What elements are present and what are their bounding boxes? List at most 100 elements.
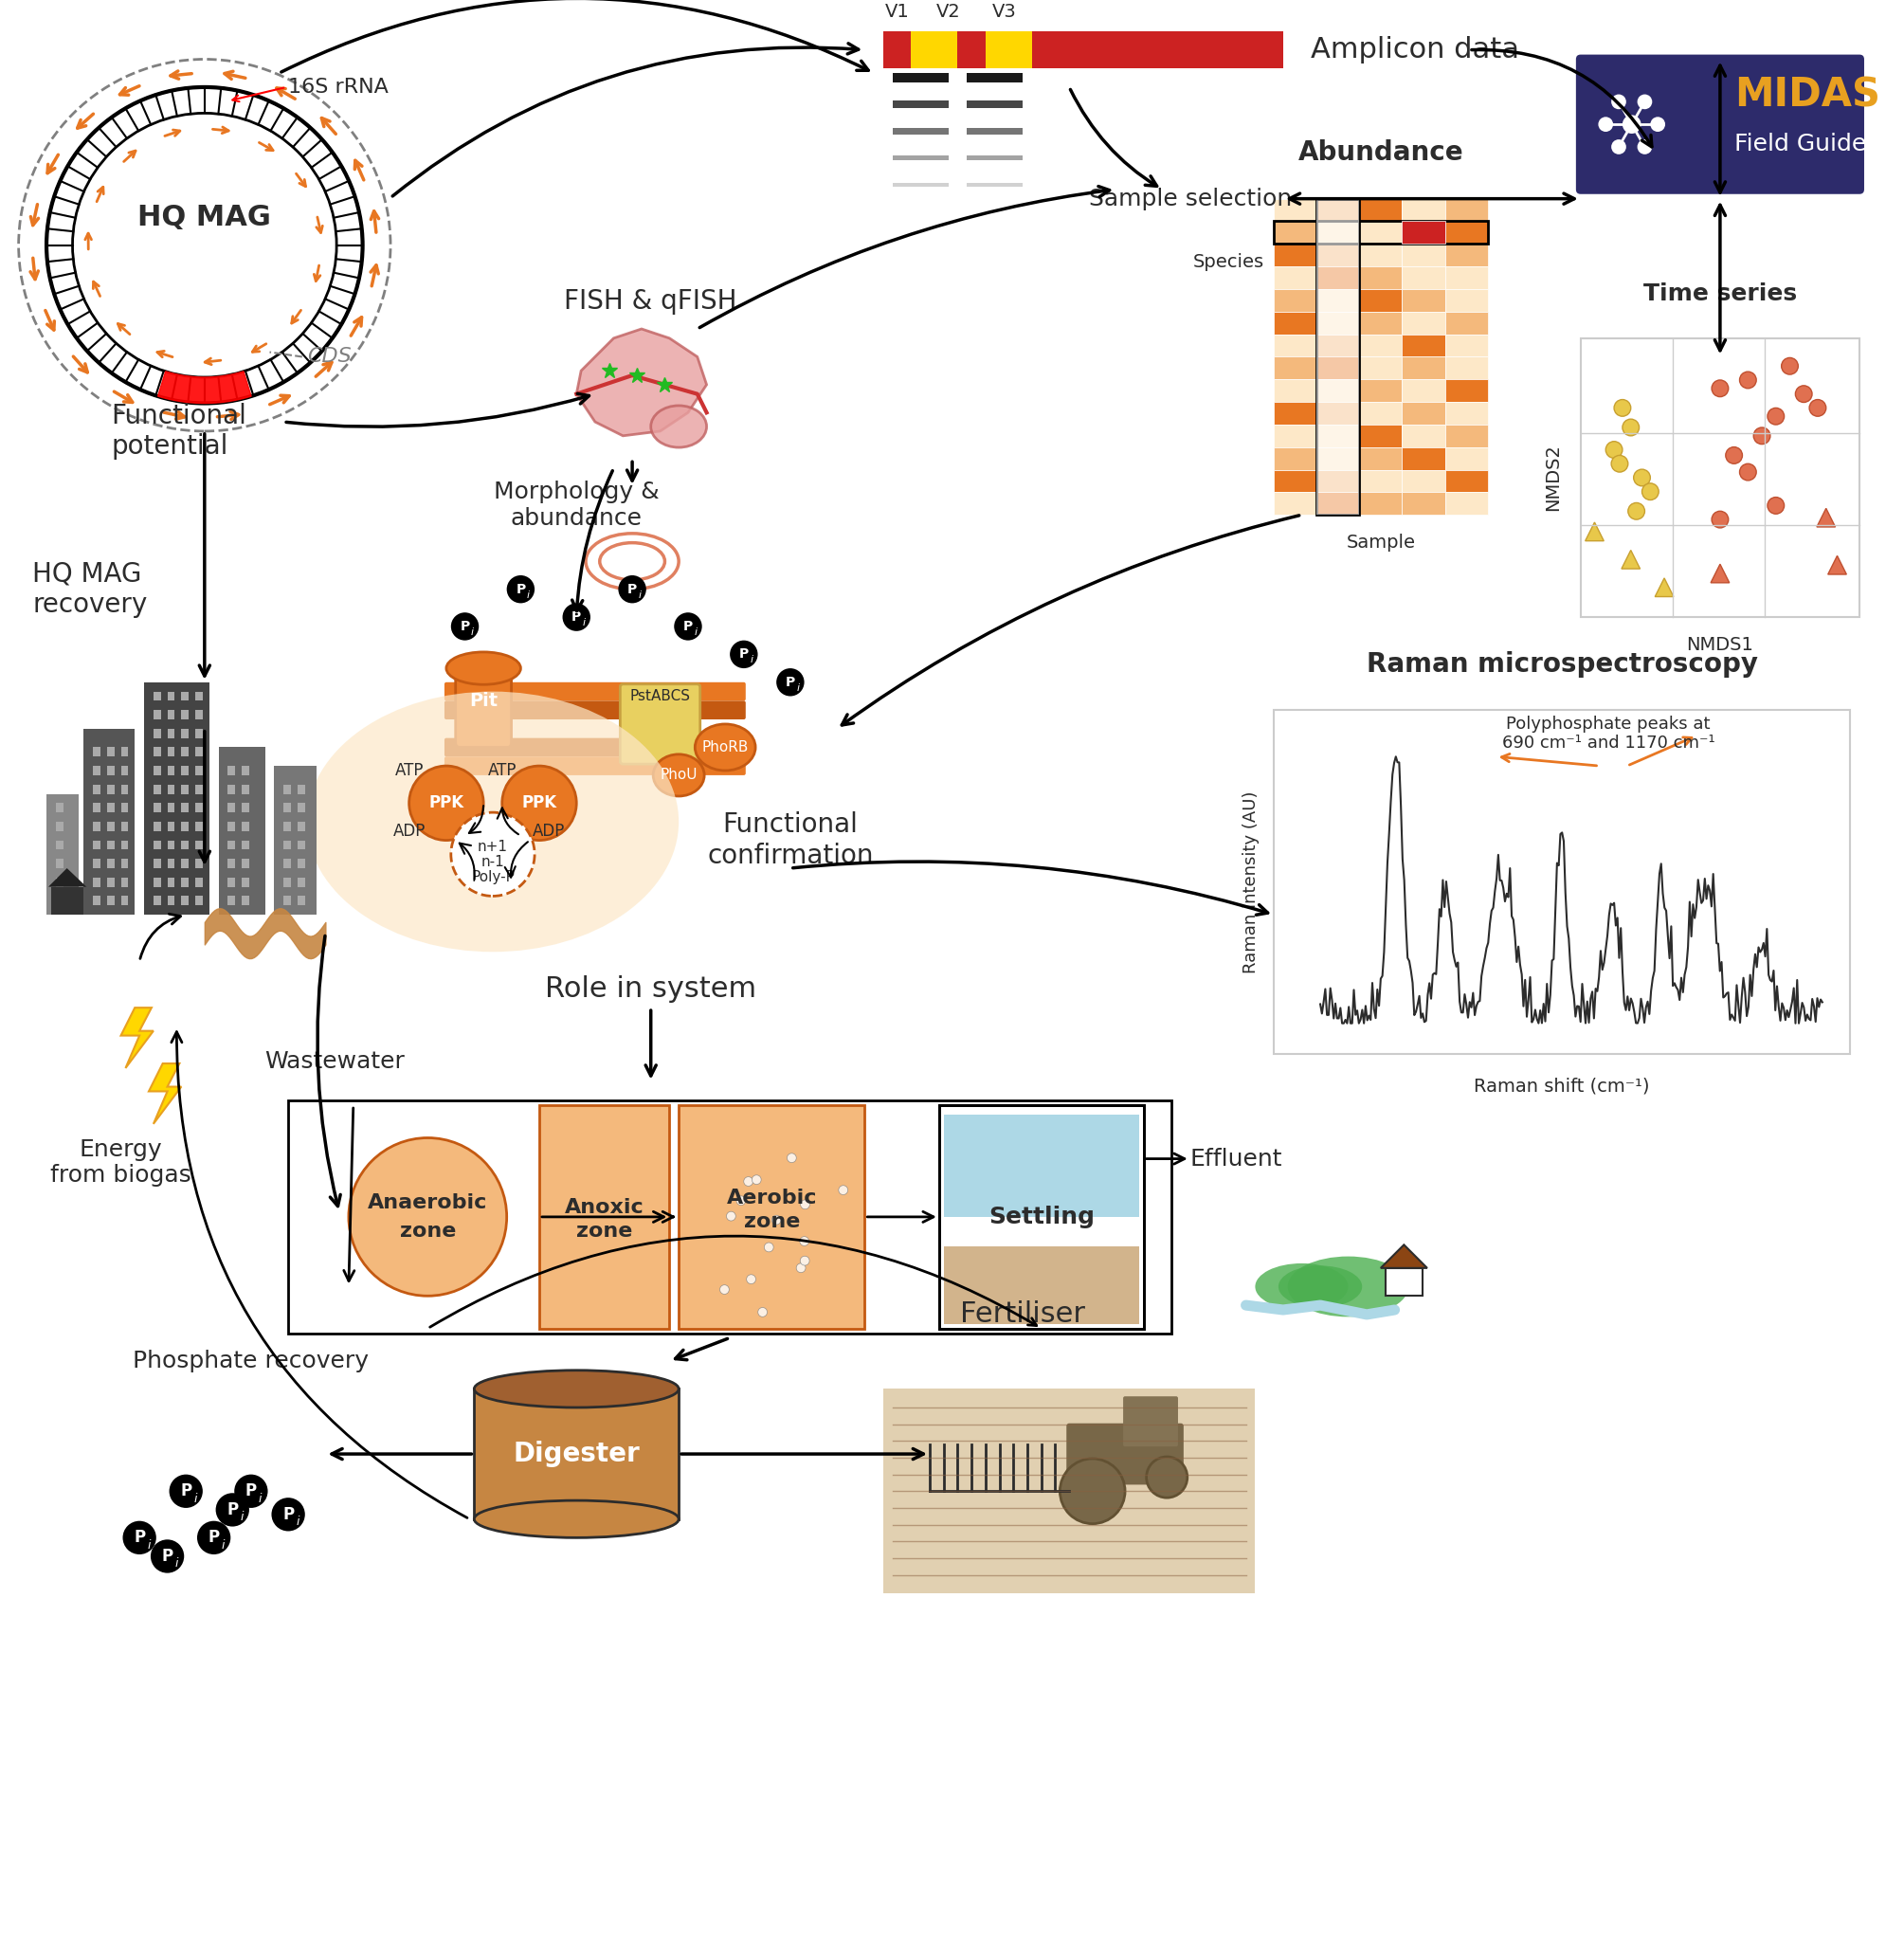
Bar [107, 802, 114, 812]
Bar [1401, 447, 1445, 470]
Bar [1401, 402, 1445, 424]
Bar [154, 878, 160, 886]
Polygon shape [948, 1259, 1135, 1323]
Text: PPK: PPK [428, 795, 465, 812]
Bar [1401, 470, 1445, 492]
Bar [93, 802, 101, 812]
Bar [181, 785, 188, 795]
Bar [297, 802, 305, 812]
Text: P: P [162, 1549, 173, 1564]
Ellipse shape [446, 653, 520, 684]
Circle shape [198, 1521, 230, 1554]
Bar [1274, 492, 1316, 515]
Bar [120, 896, 128, 905]
Bar [168, 859, 175, 869]
Text: Energy
from biogas: Energy from biogas [50, 1139, 192, 1187]
Bar [1316, 290, 1359, 311]
Text: Phosphate recovery: Phosphate recovery [133, 1350, 369, 1372]
Bar [107, 748, 114, 756]
Circle shape [1712, 381, 1729, 396]
Text: MIDAS: MIDAS [1735, 76, 1879, 115]
Text: 16S rRNA: 16S rRNA [288, 78, 388, 97]
Text: i: i [259, 1492, 263, 1504]
Bar [181, 802, 188, 812]
Bar [912, 31, 958, 68]
Text: Anaerobic: Anaerobic [367, 1193, 487, 1212]
Circle shape [1809, 400, 1826, 416]
Circle shape [451, 812, 535, 896]
Bar [1274, 402, 1316, 424]
Bar [1274, 379, 1316, 402]
Text: zone: zone [577, 1222, 632, 1240]
Text: i: i [147, 1539, 150, 1551]
Circle shape [1628, 503, 1645, 519]
Bar [242, 766, 249, 775]
Bar [196, 859, 202, 869]
Text: P: P [516, 583, 526, 597]
Bar [288, 1100, 1171, 1333]
Polygon shape [158, 371, 251, 404]
FancyBboxPatch shape [444, 701, 746, 719]
Text: V2: V2 [937, 4, 960, 21]
FancyBboxPatch shape [455, 672, 512, 748]
Text: Wastewater: Wastewater [265, 1049, 406, 1073]
Bar [219, 748, 265, 915]
Text: Raman microspectroscopy: Raman microspectroscopy [1367, 651, 1757, 678]
Bar [1401, 311, 1445, 334]
Text: P: P [282, 1506, 293, 1523]
Bar [1316, 402, 1359, 424]
Text: Anoxic: Anoxic [565, 1199, 644, 1216]
Text: V1: V1 [885, 4, 910, 21]
Circle shape [729, 641, 758, 668]
Circle shape [1641, 484, 1658, 499]
Bar [678, 1106, 864, 1329]
Bar [55, 802, 63, 812]
Bar [284, 822, 291, 832]
Text: NMDS2: NMDS2 [1544, 445, 1561, 511]
Bar [1445, 402, 1487, 424]
Bar [1401, 245, 1445, 266]
Bar [1274, 358, 1316, 379]
Circle shape [272, 1498, 305, 1531]
Bar [1401, 266, 1445, 290]
Bar [1316, 311, 1359, 334]
Bar [1316, 245, 1359, 266]
Text: ADP: ADP [533, 822, 565, 839]
Bar [1316, 470, 1359, 492]
Bar [196, 766, 202, 775]
Ellipse shape [1287, 1257, 1409, 1317]
Bar [1359, 290, 1401, 311]
Bar [1401, 358, 1445, 379]
Text: P: P [227, 1502, 238, 1517]
Circle shape [122, 1521, 156, 1554]
Polygon shape [1586, 523, 1603, 540]
Bar [228, 878, 236, 886]
Bar [120, 839, 128, 849]
Circle shape [800, 1236, 809, 1245]
Circle shape [737, 1197, 746, 1205]
Bar [168, 785, 175, 795]
Text: P: P [208, 1529, 219, 1547]
Ellipse shape [1255, 1263, 1348, 1310]
Text: Functional
confirmation: Functional confirmation [706, 812, 874, 869]
Bar [107, 785, 114, 795]
Bar [228, 802, 236, 812]
Bar [181, 896, 188, 905]
Bar [181, 729, 188, 738]
Bar [1274, 470, 1316, 492]
Bar [1445, 447, 1487, 470]
Bar [1359, 222, 1401, 245]
Bar [181, 859, 188, 869]
Text: PhoRB: PhoRB [703, 740, 748, 754]
Polygon shape [1828, 556, 1847, 575]
Bar [1274, 334, 1316, 358]
Bar [181, 822, 188, 832]
Text: n+1: n+1 [478, 839, 508, 853]
Bar [93, 822, 101, 832]
Bar [93, 878, 101, 886]
FancyBboxPatch shape [1066, 1424, 1184, 1484]
Bar [284, 878, 291, 886]
Bar [297, 839, 305, 849]
Bar [181, 766, 188, 775]
Circle shape [1712, 511, 1729, 528]
